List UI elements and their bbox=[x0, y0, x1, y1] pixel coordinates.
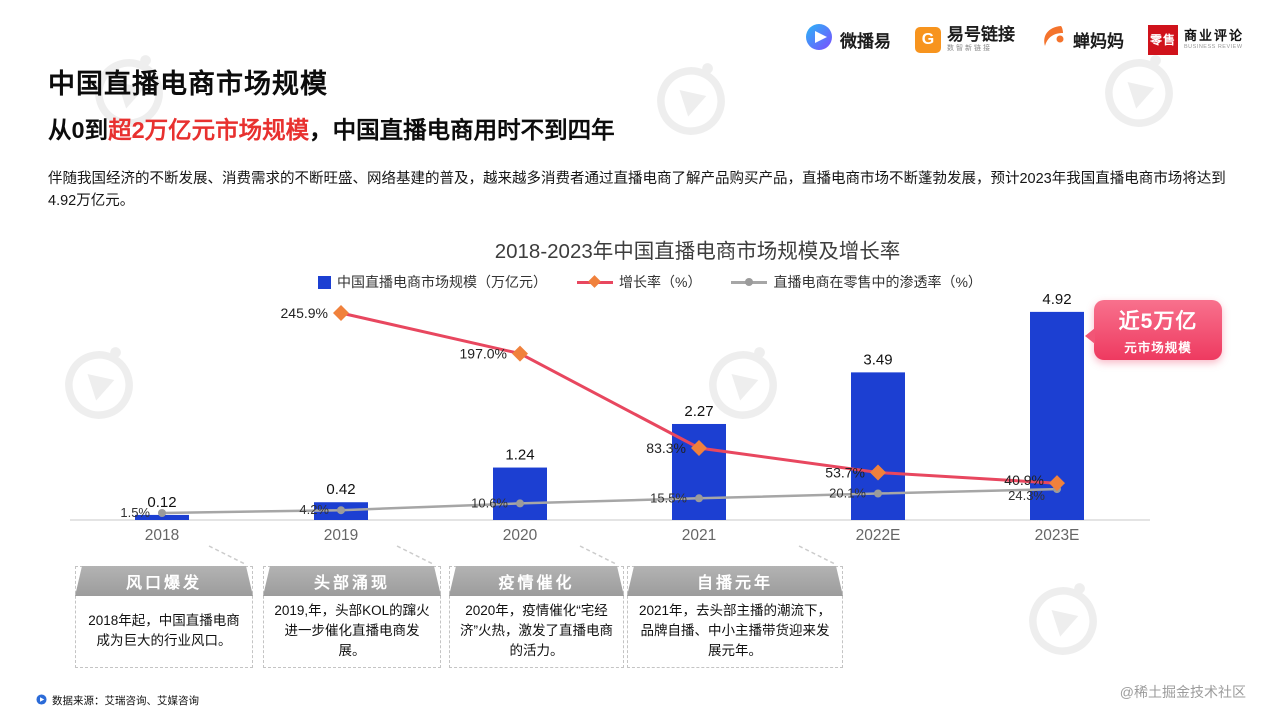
penetration-line bbox=[161, 487, 1058, 515]
penetration-point bbox=[516, 499, 524, 508]
callout-line2: 元市场规模 bbox=[1124, 340, 1192, 355]
data-source-text: 数据来源：艾瑞咨询、艾媒咨询 bbox=[52, 695, 199, 707]
timeline-box-2020: 疫情催化 2020年，疫情催化“宅经济”火热，激发了直播电商的活力。 bbox=[449, 566, 624, 668]
retail-review-logo: 零售 商业评论 BUSINESS REVIEW bbox=[1147, 24, 1244, 55]
timeline-header: 自播元年 bbox=[627, 566, 843, 596]
x-tick-label: 2020 bbox=[503, 527, 538, 544]
bar-label: 3.49 bbox=[863, 351, 892, 368]
timeline-header: 疫情催化 bbox=[449, 566, 624, 596]
growth-point bbox=[1049, 475, 1065, 492]
legend-item-growth: 增长率（%） bbox=[577, 272, 701, 292]
penetration-point bbox=[337, 506, 345, 515]
retail-logo-text: 商业评论 bbox=[1183, 27, 1244, 43]
weiboyi-mini-icon bbox=[36, 693, 47, 708]
bar-swatch-icon bbox=[318, 275, 331, 289]
penetration-point bbox=[874, 489, 882, 498]
growth-point bbox=[691, 439, 707, 456]
weiboyi-play-icon bbox=[804, 22, 834, 57]
penetration-label: 20.1% bbox=[829, 486, 866, 501]
timeline-box-2018: 风口爆发 2018年起，中国直播电商成为巨大的行业风口。 bbox=[75, 566, 253, 668]
intro-paragraph: 伴随我国经济的不断发展、消费需求的不断旺盛、网络基建的普及，越来越多消费者通过直… bbox=[48, 171, 1226, 210]
legend-label-growth: 增长率（%） bbox=[619, 274, 702, 290]
growth-point bbox=[333, 305, 349, 321]
penetration-label: 15.5% bbox=[650, 490, 687, 505]
penetration-label: 1.5% bbox=[120, 505, 150, 520]
legend-item-penetration: 直播电商在零售中的渗透率（%） bbox=[731, 272, 982, 292]
timeline-box-2019: 头部涌现 2019,年，头部KOL的蹿火进一步催化直播电商发展。 bbox=[263, 566, 441, 668]
data-source: 数据来源：艾瑞咨询、艾媒咨询 bbox=[36, 693, 199, 708]
penetration-point bbox=[695, 494, 703, 503]
market-size-callout: 近5万亿 元市场规模 bbox=[1085, 300, 1222, 360]
growth-label: 83.3% bbox=[646, 440, 686, 456]
timeline-connector bbox=[396, 545, 434, 565]
weiboyi-logo-text: 微播易 bbox=[839, 32, 891, 51]
legend-label-penetration: 直播电商在零售中的渗透率（%） bbox=[773, 274, 982, 290]
subtitle-suffix: ，中国直播电商用时不到四年 bbox=[309, 117, 615, 143]
weiboyi-watermark-icon bbox=[637, 47, 745, 155]
yihao-link-icon: G bbox=[914, 26, 941, 53]
timeline-header: 风口爆发 bbox=[75, 566, 253, 596]
legend-label-market-size: 中国直播电商市场规模（万亿元） bbox=[337, 274, 547, 290]
callout-line1: 近5万亿 bbox=[1118, 309, 1198, 333]
growth-point bbox=[870, 464, 886, 481]
bar-2020 bbox=[493, 467, 547, 520]
growth-label: 40.9% bbox=[1004, 472, 1044, 488]
x-tick-label: 2021 bbox=[682, 527, 716, 544]
timeline-text: 2018年起，中国直播电商成为巨大的行业风口。 bbox=[88, 612, 240, 648]
penetration-label: 24.3% bbox=[1008, 488, 1045, 503]
timeline-text: 2020年，疫情催化“宅经济”火热，激发了直播电商的活力。 bbox=[460, 602, 613, 659]
watermark-credit: @稀土掘金技术社区 bbox=[1119, 684, 1246, 700]
x-tick-label: 2018 bbox=[145, 527, 179, 544]
timeline-text: 2021年，去头部主播的潮流下，品牌自播、中小主播带货迎来发展元年。 bbox=[638, 602, 832, 659]
partner-logos: 微播易 G 易号链接 数智新链接 蝉妈妈 零售 商业评论 BUSINESS RE… bbox=[804, 22, 1244, 57]
yihao-logo-text: 易号链接 bbox=[946, 25, 1015, 45]
chart-legend: 中国直播电商市场规模（万亿元） 增长率（%） 直播电商在零售中的渗透率（%） bbox=[318, 272, 982, 292]
penetration-point bbox=[158, 509, 166, 517]
timeline-text: 2019,年，头部KOL的蹿火进一步催化直播电商发展。 bbox=[274, 602, 430, 659]
growth-label: 53.7% bbox=[825, 465, 865, 481]
timeline-connector bbox=[798, 545, 836, 565]
page-subtitle: 从0到超2万亿元市场规模，中国直播电商用时不到四年 bbox=[48, 111, 615, 145]
timeline-connector bbox=[579, 545, 617, 565]
bar-label: 0.12 bbox=[147, 494, 176, 511]
chanmama-logo-text: 蝉妈妈 bbox=[1072, 32, 1124, 51]
subtitle-highlight: 超2万亿元市场规模 bbox=[108, 117, 310, 143]
bar-2018 bbox=[135, 514, 189, 520]
growth-label: 245.9% bbox=[281, 305, 328, 321]
dot-marker-icon bbox=[745, 278, 754, 286]
timeline-connector bbox=[208, 545, 246, 565]
retail-logo-subtext: BUSINESS REVIEW bbox=[1183, 43, 1243, 50]
bar-label: 2.27 bbox=[684, 403, 713, 420]
penetration-line-icon bbox=[731, 278, 768, 286]
weiboyi-logo: 微播易 bbox=[804, 22, 891, 57]
page-title: 中国直播电商市场规模 bbox=[48, 69, 328, 99]
chart-title: 2018-2023年中国直播电商市场规模及增长率 bbox=[494, 240, 901, 263]
weiboyi-watermark-icon bbox=[1009, 567, 1117, 675]
timeline-header: 头部涌现 bbox=[263, 566, 441, 596]
bar-label: 1.24 bbox=[505, 447, 534, 464]
yihao-logo: G 易号链接 数智新链接 bbox=[914, 25, 1015, 53]
growth-label: 197.0% bbox=[460, 346, 507, 362]
penetration-label: 4.2% bbox=[299, 502, 329, 517]
subtitle-prefix: 从0到 bbox=[48, 117, 109, 143]
bar-label: 0.42 bbox=[326, 481, 355, 498]
legend-item-market-size: 中国直播电商市场规模（万亿元） bbox=[318, 272, 547, 292]
market-size-chart: 1.5% 4.2% 10.6% 15.5% 20.1% 24.3% 245.9% 197.0%… bbox=[70, 291, 1150, 565]
chanmama-bird-icon bbox=[1039, 23, 1067, 56]
timeline-box-2021: 自播元年 2021年，去头部主播的潮流下，品牌自播、中小主播带货迎来发展元年。 bbox=[627, 566, 843, 668]
yihao-tagline: 数智新链接 bbox=[946, 45, 992, 52]
retail-badge-icon: 零售 bbox=[1147, 24, 1178, 55]
x-tick-label: 2022E bbox=[856, 527, 901, 544]
growth-line-icon bbox=[577, 275, 613, 288]
x-tick-label: 2019 bbox=[324, 527, 358, 544]
chanmama-logo: 蝉妈妈 bbox=[1039, 23, 1124, 56]
penetration-label: 10.6% bbox=[471, 495, 508, 510]
growth-point bbox=[512, 345, 528, 362]
x-tick-label: 2023E bbox=[1035, 527, 1080, 544]
bar-label: 4.92 bbox=[1042, 291, 1071, 308]
